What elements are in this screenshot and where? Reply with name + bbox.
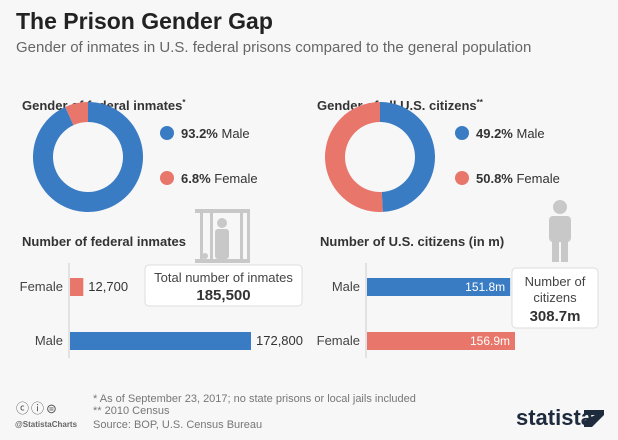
- category-label: Male: [35, 333, 63, 348]
- legend-value: 6.8% Female: [181, 171, 258, 186]
- jail-bar: [200, 213, 203, 259]
- legend-value: 49.2% Male: [476, 126, 545, 141]
- cc-license-icons: ⓒⓘ⊜: [16, 401, 59, 416]
- callout-label: Number of: [525, 274, 586, 289]
- person-icon-body: [549, 216, 571, 242]
- bar-female: [70, 278, 84, 296]
- person-icon-leg: [552, 238, 559, 262]
- category-label: Female: [20, 279, 63, 294]
- jail-icon: [195, 209, 250, 213]
- prisoner-body: [215, 229, 229, 259]
- legend-dot-female: [455, 171, 469, 185]
- category-label: Male: [332, 279, 360, 294]
- footnote-2: ** 2010 Census: [93, 405, 170, 417]
- jail-bar: [210, 213, 213, 259]
- statista-logo-icon: [584, 410, 604, 427]
- charts: Gender of federal inmates*93.2% Male6.8%…: [20, 98, 599, 358]
- jail-bar: [240, 213, 243, 259]
- legend-dot-male: [160, 126, 174, 140]
- page-title: The Prison Gender Gap: [16, 8, 273, 34]
- legend-dot-male: [455, 126, 469, 140]
- category-label: Female: [317, 333, 360, 348]
- bar-male: [70, 332, 251, 350]
- legend-value: 50.8% Female: [476, 171, 560, 186]
- person-icon-head: [553, 200, 567, 214]
- ball-and-chain: [202, 253, 208, 259]
- legend-dot-female: [160, 171, 174, 185]
- donut-slice-male: [33, 102, 143, 212]
- section-title: Number of U.S. citizens (in m): [320, 234, 504, 249]
- donut-slice-female: [324, 102, 383, 212]
- data-label: 151.8m: [465, 280, 505, 294]
- jail-bar: [247, 213, 250, 259]
- data-label: 156.9m: [470, 334, 510, 348]
- callout-box: [144, 264, 303, 307]
- callout-label: Total number of inmates: [154, 270, 293, 285]
- callout-label: citizens: [533, 290, 577, 305]
- footnote-1: * As of September 23, 2017; no state pri…: [93, 393, 416, 405]
- jail-icon-base: [195, 259, 250, 263]
- section-title: Number of federal inmates: [22, 234, 186, 249]
- bar-female: [367, 332, 515, 350]
- callout-value: 308.7m: [530, 308, 581, 325]
- bar-male: [367, 278, 511, 296]
- subtitle: Gender of inmates in U.S. federal prison…: [16, 39, 532, 56]
- callout-box: [511, 267, 599, 329]
- donut-slice-male: [380, 102, 435, 212]
- data-label: 172,800: [256, 333, 303, 348]
- data-label: 12,700: [88, 279, 128, 294]
- prisoner-head: [217, 218, 227, 228]
- statista-logo: statista: [516, 405, 594, 430]
- person-icon-leg: [561, 238, 568, 262]
- donut-slice-female: [65, 102, 88, 126]
- twitter-handle: @StatistaCharts: [15, 420, 78, 429]
- source: Source: BOP, U.S. Census Bureau: [93, 419, 263, 431]
- callout-value: 185,500: [196, 287, 250, 304]
- legend-value: 93.2% Male: [181, 126, 250, 141]
